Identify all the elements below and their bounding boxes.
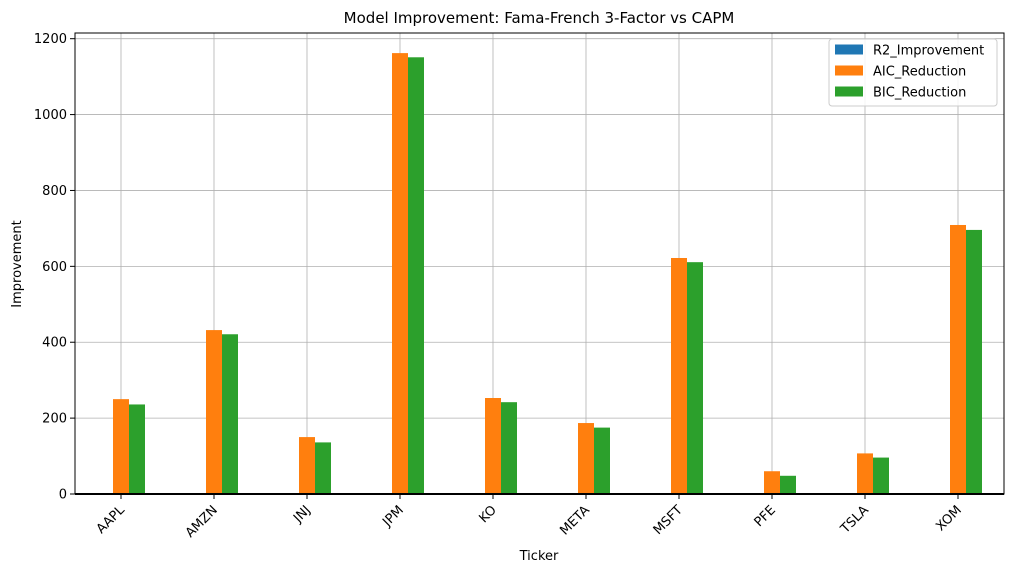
- bar-bic-reduction: [966, 229, 982, 494]
- x-axis-label: Ticker: [519, 549, 559, 564]
- legend-label: AIC_Reduction: [873, 65, 966, 80]
- bar-aic-reduction: [299, 437, 315, 494]
- chart-title: Model Improvement: Fama-French 3-Factor …: [344, 9, 735, 27]
- y-axis-label: Improvement: [10, 220, 25, 307]
- bar-aic-reduction: [206, 330, 222, 494]
- bar-bic-reduction: [780, 475, 796, 494]
- bar-aic-reduction: [671, 257, 687, 494]
- legend-swatch: [835, 44, 863, 55]
- y-tick-label: 200: [42, 412, 67, 427]
- bar-bic-reduction: [501, 402, 517, 494]
- bar-aic-reduction: [485, 398, 501, 494]
- legend-swatch: [835, 65, 863, 76]
- bar-aic-reduction: [950, 224, 966, 495]
- bar-bic-reduction: [315, 442, 331, 494]
- bar-bic-reduction: [129, 404, 145, 494]
- bar-aic-reduction: [764, 471, 780, 494]
- legend-label: BIC_Reduction: [873, 86, 966, 101]
- bars: [97, 53, 982, 495]
- legend-swatch: [835, 86, 863, 97]
- y-tick-label: 1200: [34, 32, 67, 47]
- y-tick-label: 800: [42, 184, 67, 199]
- y-tick-label: 400: [42, 336, 67, 351]
- legend: R2_Improvement AIC_Reduction BIC_Reduction: [828, 38, 998, 107]
- bar-aic-reduction: [113, 399, 129, 494]
- bar-aic-reduction: [578, 423, 594, 494]
- bar-bic-reduction: [408, 57, 424, 494]
- bar-bic-reduction: [873, 457, 889, 494]
- bar-bic-reduction: [222, 334, 238, 494]
- y-tick-label: 0: [59, 488, 67, 503]
- legend-label: R2_Improvement: [873, 44, 984, 59]
- bar-aic-reduction: [857, 453, 873, 494]
- bar-bic-reduction: [594, 427, 610, 494]
- y-tick-label: 1000: [34, 108, 67, 123]
- legend-box: [828, 38, 998, 107]
- bar-bic-reduction: [687, 262, 703, 494]
- bar-aic-reduction: [392, 53, 408, 494]
- y-tick-label: 600: [42, 260, 67, 275]
